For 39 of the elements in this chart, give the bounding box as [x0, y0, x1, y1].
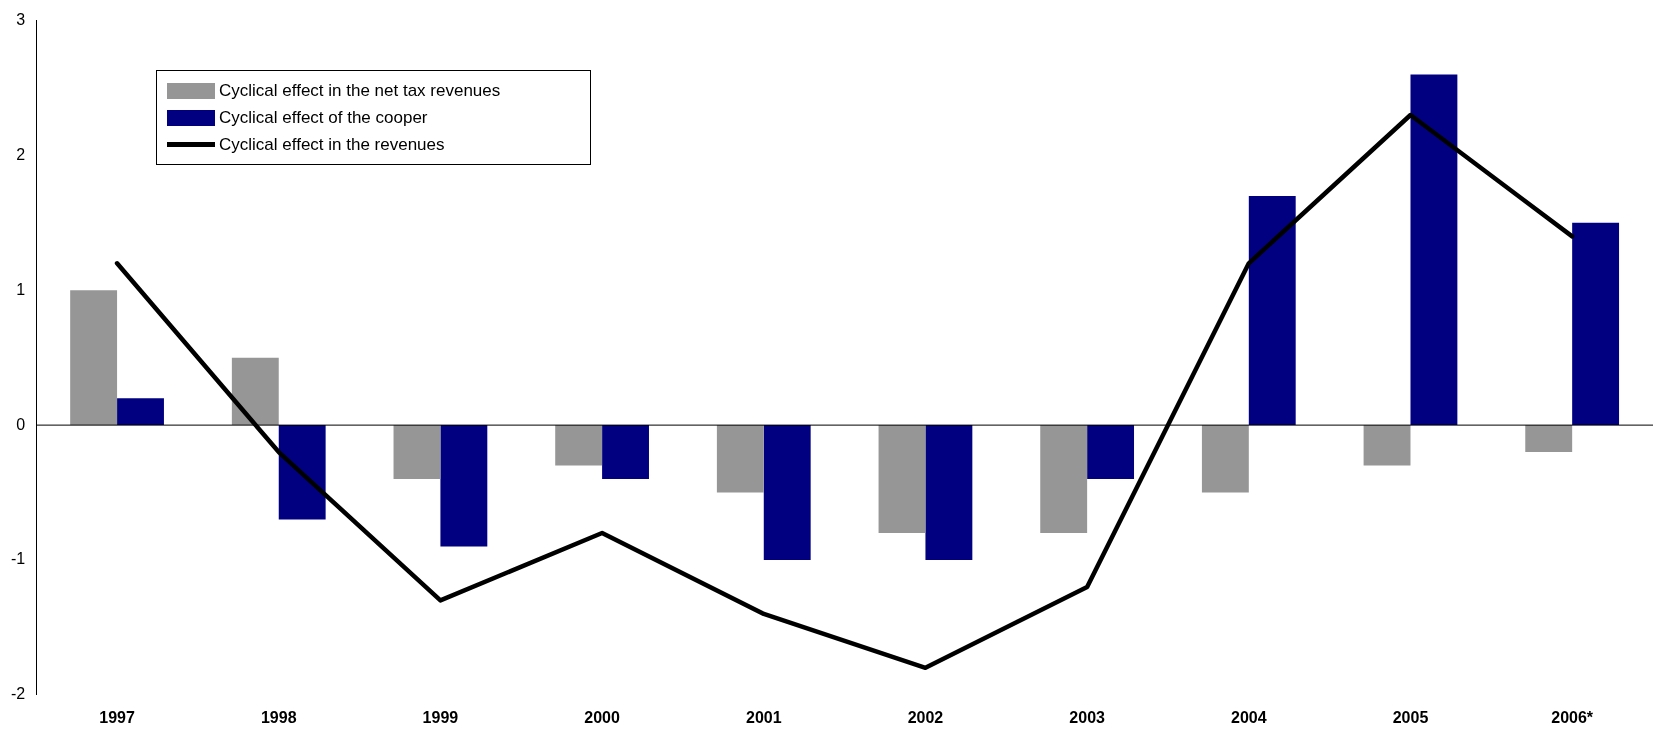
- y-tick-label: -1: [10, 550, 26, 568]
- y-tick-label: 1: [16, 280, 26, 298]
- bar: [1040, 425, 1088, 533]
- x-tick-label: 1997: [99, 708, 135, 726]
- bar: [602, 425, 649, 480]
- bar: [278, 425, 326, 520]
- bar: [1248, 195, 1296, 426]
- legend-label: Cyclical effect of the cooper: [219, 107, 428, 128]
- x-tick-label: 2006*: [1551, 708, 1594, 726]
- bar: [393, 425, 441, 480]
- bar: [1363, 425, 1411, 466]
- x-tick-label: 1999: [422, 708, 459, 726]
- bar: [555, 425, 603, 466]
- x-tick-label: 2004: [1231, 708, 1267, 726]
- x-tick-label: 2002: [907, 708, 944, 726]
- bar: [1087, 425, 1135, 480]
- legend-label: Cyclical effect in the revenues: [219, 134, 445, 155]
- x-tick-label: 2003: [1069, 708, 1106, 726]
- y-tick-label: 2: [16, 145, 26, 163]
- x-tick-label: 2000: [584, 708, 620, 726]
- bar: [117, 398, 164, 426]
- x-tick-label: 1998: [260, 708, 297, 726]
- legend-label: Cyclical effect in the net tax revenues: [219, 80, 501, 101]
- bar: [1410, 74, 1458, 426]
- bar: [1525, 425, 1573, 453]
- bar: [763, 425, 811, 560]
- bar: [925, 425, 973, 560]
- y-tick-label: 0: [16, 415, 26, 433]
- bar: [716, 425, 764, 493]
- x-tick-label: 2001: [745, 708, 782, 726]
- y-tick-label: -2: [10, 685, 26, 703]
- bar: [878, 425, 926, 533]
- y-tick-label: 3: [16, 11, 26, 29]
- bar: [231, 357, 279, 426]
- bar: [1201, 425, 1249, 493]
- x-tick-label: 2005: [1392, 708, 1429, 726]
- bar: [70, 290, 118, 426]
- bar: [440, 425, 488, 547]
- bar: [1572, 222, 1620, 426]
